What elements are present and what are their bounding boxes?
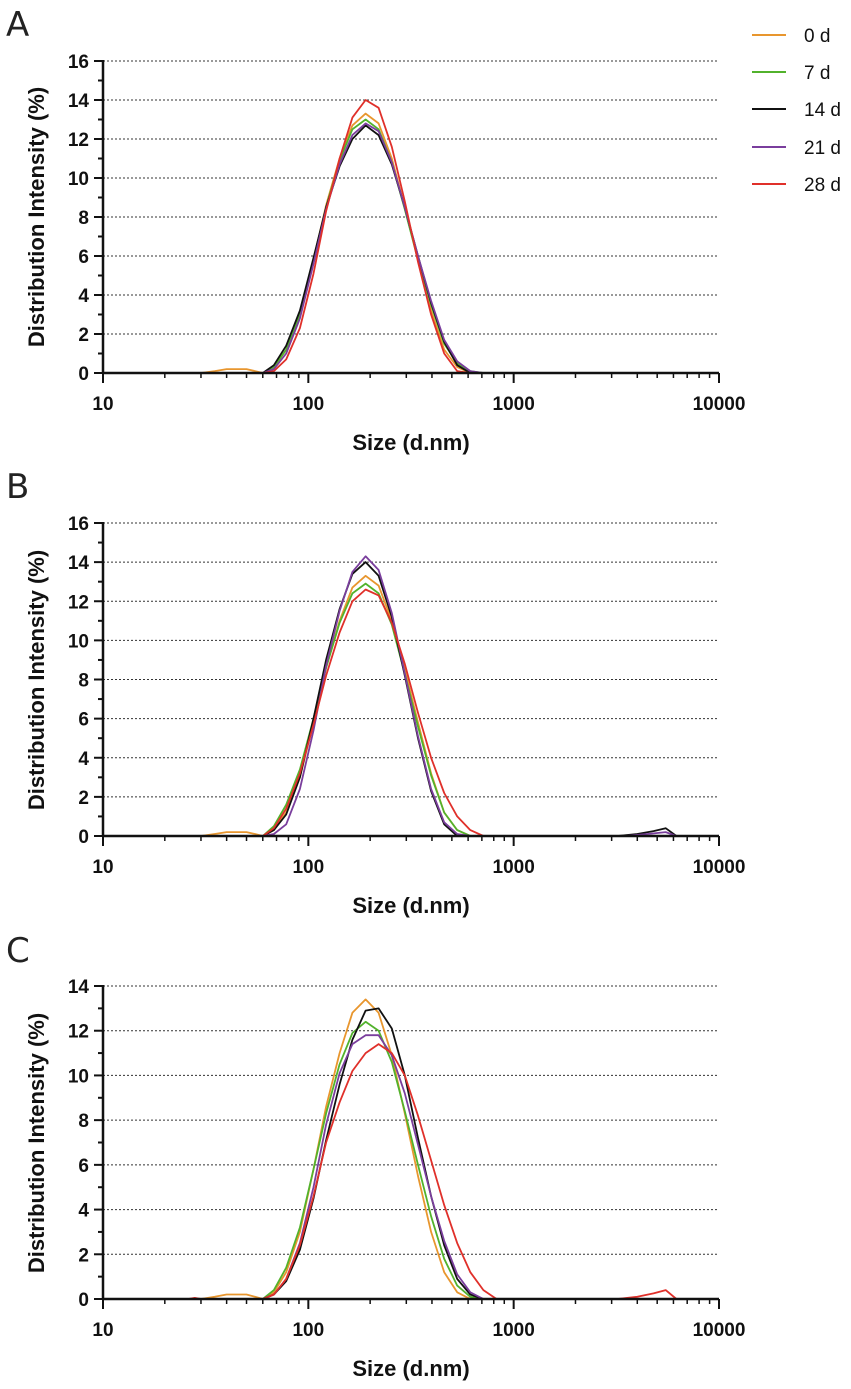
series-line [103, 118, 719, 374]
y-tick-label: 14 [68, 91, 90, 112]
y-tick-label: 4 [78, 749, 89, 770]
legend-label-0: 0 d [804, 26, 830, 47]
y-axis-title: Distribution Intensity (%) [24, 1013, 49, 1273]
y-tick-label: 12 [68, 1022, 89, 1043]
x-tick-label: 10 [92, 394, 113, 415]
series-line [103, 1007, 719, 1300]
x-tick-label: 100 [292, 394, 324, 415]
x-tick-label: 1000 [493, 394, 535, 415]
series-line [103, 124, 719, 374]
legend: 0 d 7 d 14 d 21 d 28 d [752, 26, 841, 196]
y-tick-label: 4 [78, 286, 89, 307]
series-line [103, 1043, 719, 1300]
y-tick-label: 0 [78, 364, 89, 385]
y-tick-label: 6 [78, 247, 89, 268]
y-tick-label: 14 [68, 977, 90, 998]
panel-letter-b: B [6, 467, 29, 507]
series-line [103, 1020, 719, 1300]
x-tick-label: 10 [92, 857, 113, 878]
y-tick-label: 0 [78, 827, 89, 848]
y-tick-label: 8 [78, 671, 89, 692]
series-line [103, 122, 719, 374]
panel-a: A 0 2 4 6 8 10 12 14 16 10 100 1000 10000 Size (d.nm… [6, 5, 745, 455]
x-tick-label: 100 [292, 857, 324, 878]
series-line [103, 582, 719, 837]
panel-letter-a: A [6, 5, 29, 45]
y-tick-label: 2 [78, 325, 89, 346]
x-axis-title: Size (d.nm) [352, 1356, 469, 1381]
legend-label-1: 7 d [804, 63, 830, 84]
x-tick-label: 10 [92, 1320, 113, 1341]
x-tick-label: 10000 [693, 857, 746, 878]
y-tick-label: 14 [68, 553, 90, 574]
y-tick-label: 8 [78, 208, 89, 229]
y-tick-label: 12 [68, 130, 89, 151]
y-tick-label: 10 [68, 169, 89, 190]
series-line [103, 588, 719, 837]
x-tick-label: 100 [292, 1320, 324, 1341]
x-tick-label: 10000 [693, 394, 746, 415]
y-tick-label: 0 [78, 1290, 89, 1311]
y-tick-label: 6 [78, 1156, 89, 1177]
y-tick-label: 6 [78, 710, 89, 731]
y-tick-label: 16 [68, 52, 89, 73]
legend-label-2: 14 d [804, 100, 841, 121]
x-axis-title: Size (d.nm) [352, 893, 469, 918]
y-axis-title: Distribution Intensity (%) [24, 550, 49, 810]
x-axis-title: Size (d.nm) [352, 430, 469, 455]
series-line [103, 998, 719, 1300]
y-tick-label: 12 [68, 592, 89, 613]
x-tick-label: 1000 [493, 1320, 535, 1341]
legend-label-3: 21 d [804, 138, 841, 159]
panel-b: B 0 2 4 6 8 10 12 14 16 10 100 1000 10000 Size (d.nm… [6, 467, 745, 918]
x-tick-label: 1000 [493, 857, 535, 878]
y-tick-label: 8 [78, 1111, 89, 1132]
y-tick-label: 2 [78, 788, 89, 809]
y-tick-label: 16 [68, 514, 89, 535]
y-tick-label: 2 [78, 1245, 89, 1266]
series-line [103, 1034, 719, 1300]
x-tick-label: 10000 [693, 1320, 746, 1341]
y-tick-label: 4 [78, 1201, 89, 1222]
panel-letter-c: C [6, 931, 30, 971]
legend-label-4: 28 d [804, 175, 841, 196]
y-tick-label: 10 [68, 631, 89, 652]
y-tick-label: 10 [68, 1066, 89, 1087]
y-axis-title: Distribution Intensity (%) [24, 87, 49, 347]
